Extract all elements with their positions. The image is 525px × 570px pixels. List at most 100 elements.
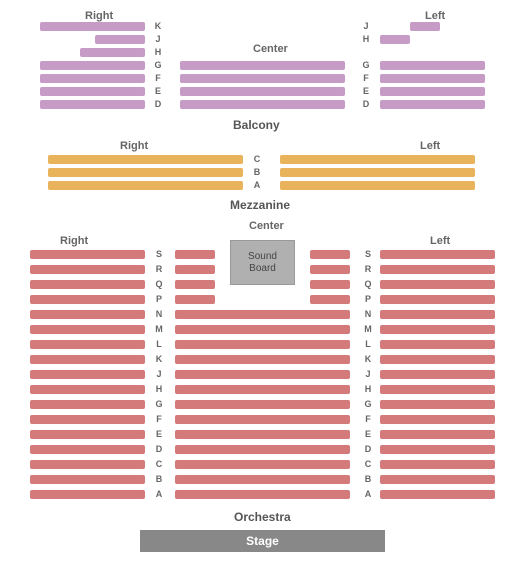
sound-board-label: Sound — [248, 251, 277, 263]
orch-right-row[interactable] — [30, 355, 145, 364]
balcony-right-row[interactable] — [40, 100, 145, 109]
orch-center-row[interactable] — [175, 310, 350, 319]
balcony-left-row[interactable] — [380, 74, 485, 83]
balcony-center-row[interactable] — [180, 74, 345, 83]
orch-left-row[interactable] — [380, 310, 495, 319]
orch-left-row[interactable] — [380, 325, 495, 334]
orch-left-row[interactable] — [380, 460, 495, 469]
orch-right-row[interactable] — [30, 385, 145, 394]
orch-center-row[interactable] — [175, 415, 350, 424]
orch-right-letter: M — [153, 324, 165, 334]
orch-left-row[interactable] — [380, 280, 495, 289]
balcony-left-row[interactable] — [380, 87, 485, 96]
balcony-left-row[interactable] — [380, 35, 410, 44]
seating-chart: RightLeftCenterKJHGFEDJHGFEDBalconyRight… — [0, 0, 525, 570]
orch-right-row[interactable] — [30, 430, 145, 439]
mezz-letter: C — [251, 154, 263, 164]
orch-center-row[interactable] — [175, 385, 350, 394]
orch-left-row[interactable] — [380, 355, 495, 364]
mezz-right-row[interactable] — [48, 181, 243, 190]
orch-right-letter: E — [153, 429, 165, 439]
orch-center-row[interactable] — [175, 445, 350, 454]
balcony-center-row[interactable] — [180, 87, 345, 96]
orch-left-row[interactable] — [380, 475, 495, 484]
orch-center-row[interactable] — [175, 400, 350, 409]
orch-center-row[interactable] — [175, 475, 350, 484]
balcony-right-row[interactable] — [95, 35, 145, 44]
balcony-center-row[interactable] — [180, 61, 345, 70]
balcony-right-letter: G — [152, 60, 164, 70]
orch-left-row[interactable] — [380, 295, 495, 304]
orch-left-row[interactable] — [380, 250, 495, 259]
orch-right-row[interactable] — [30, 415, 145, 424]
orch-center-row[interactable] — [175, 490, 350, 499]
orch-right-row[interactable] — [30, 340, 145, 349]
orch-center-row[interactable] — [175, 325, 350, 334]
orch-left-row[interactable] — [380, 370, 495, 379]
orch-right-row[interactable] — [30, 280, 145, 289]
orch-center-row[interactable] — [310, 295, 350, 304]
mezz-letter: B — [251, 167, 263, 177]
orch-right-row[interactable] — [30, 370, 145, 379]
orch-right-letter: F — [153, 414, 165, 424]
mezz-right-row[interactable] — [48, 155, 243, 164]
orch-center-row[interactable] — [175, 370, 350, 379]
orch-center-row[interactable] — [310, 265, 350, 274]
orch-left-letter: Q — [362, 279, 374, 289]
mezz-right-row[interactable] — [48, 168, 243, 177]
orch-right-row[interactable] — [30, 295, 145, 304]
orch-level-label: Orchestra — [234, 510, 291, 524]
orch-left-letter: B — [362, 474, 374, 484]
balcony-left-letter: G — [360, 60, 372, 70]
orch-left-row[interactable] — [380, 415, 495, 424]
balcony-right-letter: F — [152, 73, 164, 83]
mezz-left-row[interactable] — [280, 181, 475, 190]
balcony-left-row[interactable] — [380, 100, 485, 109]
orch-right-letter: D — [153, 444, 165, 454]
balcony-left-letter: J — [360, 21, 372, 31]
orch-left-letter: H — [362, 384, 374, 394]
orch-left-row[interactable] — [380, 400, 495, 409]
orch-center-row[interactable] — [175, 430, 350, 439]
orch-right-row[interactable] — [30, 325, 145, 334]
orch-left-row[interactable] — [380, 385, 495, 394]
balcony-right-row[interactable] — [40, 87, 145, 96]
orch-center-row[interactable] — [175, 295, 215, 304]
orch-center-row[interactable] — [310, 250, 350, 259]
orch-right-row[interactable] — [30, 445, 145, 454]
orch-center-row[interactable] — [175, 280, 215, 289]
orch-center-row[interactable] — [175, 460, 350, 469]
balcony-left-row[interactable] — [380, 61, 485, 70]
orch-right-label: Right — [60, 235, 88, 247]
orch-left-letter: C — [362, 459, 374, 469]
mezz-left-row[interactable] — [280, 155, 475, 164]
orch-right-row[interactable] — [30, 400, 145, 409]
orch-right-letter: H — [153, 384, 165, 394]
orch-center-row[interactable] — [175, 355, 350, 364]
orch-center-row[interactable] — [175, 265, 215, 274]
balcony-right-row[interactable] — [40, 61, 145, 70]
orch-left-row[interactable] — [380, 430, 495, 439]
mezz-left-row[interactable] — [280, 168, 475, 177]
orch-right-row[interactable] — [30, 265, 145, 274]
balcony-right-row[interactable] — [80, 48, 145, 57]
orch-right-row[interactable] — [30, 250, 145, 259]
balcony-right-row[interactable] — [40, 22, 145, 31]
orch-center-row[interactable] — [175, 250, 215, 259]
balcony-right-letter: H — [152, 47, 164, 57]
balcony-level-label: Balcony — [233, 118, 280, 132]
orch-center-row[interactable] — [310, 280, 350, 289]
orch-right-row[interactable] — [30, 460, 145, 469]
orch-left-row[interactable] — [380, 265, 495, 274]
balcony-left-letter: H — [360, 34, 372, 44]
orch-left-row[interactable] — [380, 445, 495, 454]
orch-left-row[interactable] — [380, 490, 495, 499]
balcony-left-row[interactable] — [410, 22, 440, 31]
balcony-center-row[interactable] — [180, 100, 345, 109]
orch-right-row[interactable] — [30, 475, 145, 484]
orch-right-row[interactable] — [30, 490, 145, 499]
orch-left-row[interactable] — [380, 340, 495, 349]
balcony-right-row[interactable] — [40, 74, 145, 83]
orch-right-row[interactable] — [30, 310, 145, 319]
orch-center-row[interactable] — [175, 340, 350, 349]
